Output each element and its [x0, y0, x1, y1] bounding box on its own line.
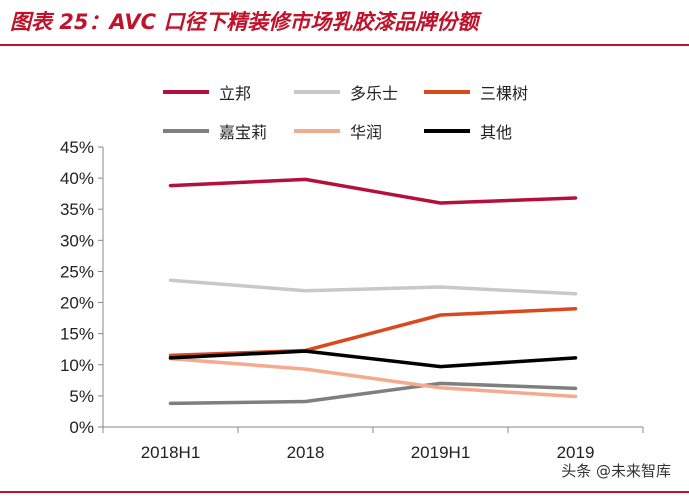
legend-label: 三棵树: [480, 84, 529, 103]
y-tick-label: 20%: [60, 294, 94, 313]
x-tick-label: 2019: [557, 443, 595, 462]
y-tick-label: 30%: [60, 231, 94, 250]
legend-item-sankeshu: 三棵树: [424, 80, 528, 104]
series-line-4: [168, 356, 578, 399]
legend-label: 立邦: [219, 84, 252, 103]
y-tick-label: 45%: [60, 138, 94, 157]
series-line-2: [168, 307, 578, 358]
series-line-1: [168, 278, 578, 296]
legend-item-libang: 立邦: [163, 80, 251, 104]
x-tick-label: 2018H1: [141, 443, 201, 462]
legend-item-huarun: 华润: [294, 119, 382, 143]
y-tick-label: 5%: [69, 387, 94, 406]
y-tick-label: 35%: [60, 200, 94, 219]
legend-swatch: [163, 90, 209, 94]
y-tick-label: 25%: [60, 262, 94, 281]
y-tick-label: 10%: [60, 356, 94, 375]
legend-swatch: [424, 129, 470, 133]
bottom-rule: [0, 491, 689, 493]
series-line-0: [168, 177, 578, 205]
legend-label: 其他: [480, 123, 513, 142]
legend-item-duleshi: 多乐士: [294, 80, 398, 104]
legend-swatch: [294, 129, 340, 133]
chart-title: 图表 25：AVC 口径下精装修市场乳胶漆品牌份额: [10, 10, 479, 34]
y-tick-label: 0%: [69, 418, 94, 437]
legend-swatch: [163, 129, 209, 133]
title-rule: [0, 44, 689, 46]
legend-label: 多乐士: [350, 84, 399, 103]
legend-swatch: [424, 90, 470, 94]
legend-swatch: [294, 90, 340, 94]
y-tick-label: 15%: [60, 325, 94, 344]
legend-label: 嘉宝莉: [219, 123, 268, 142]
watermark: 头条 @未来智库: [561, 462, 671, 480]
legend-item-qita: 其他: [424, 119, 512, 143]
x-tick-label: 2019H1: [411, 443, 471, 462]
x-tick-label: 2018: [287, 443, 325, 462]
legend-label: 华润: [350, 123, 383, 142]
y-tick-label: 40%: [60, 169, 94, 188]
series-line-5: [168, 349, 578, 369]
series-line-3: [168, 381, 578, 406]
legend-item-jiabaoli: 嘉宝莉: [163, 119, 267, 143]
